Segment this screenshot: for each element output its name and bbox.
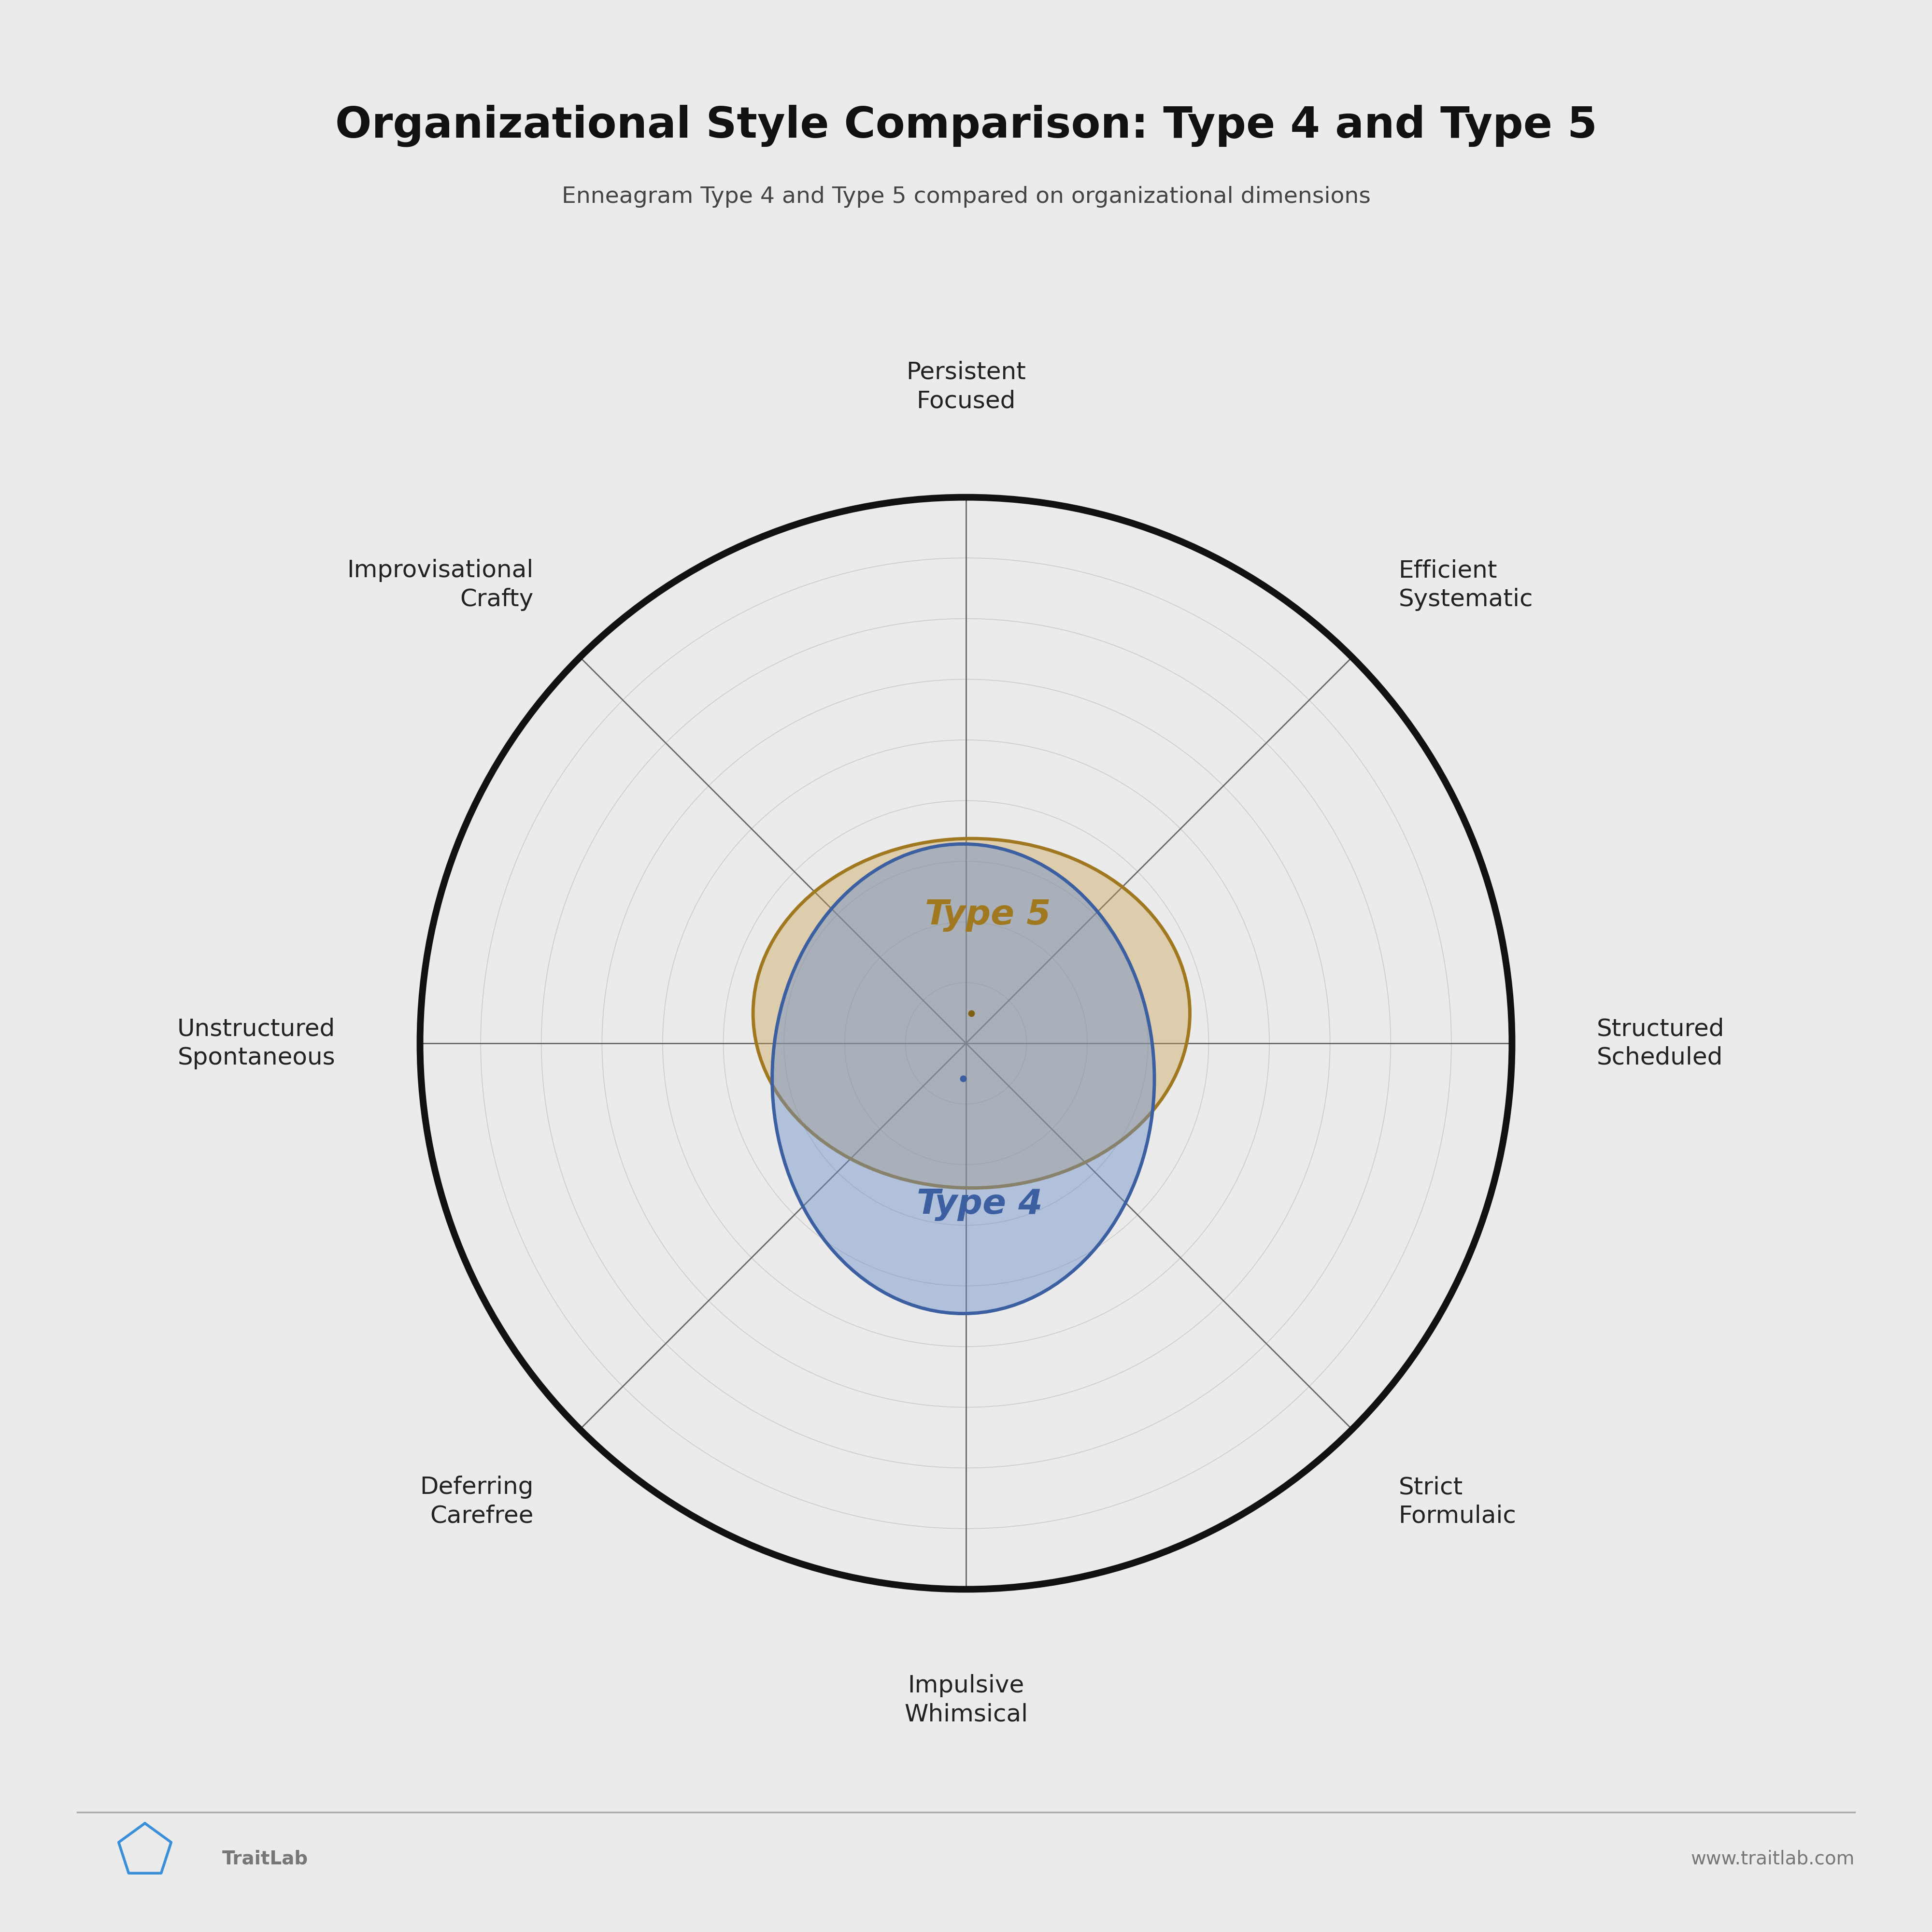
- Text: Structured
Scheduled: Structured Scheduled: [1596, 1018, 1725, 1068]
- Text: Unstructured
Spontaneous: Unstructured Spontaneous: [178, 1018, 336, 1068]
- Text: Type 5: Type 5: [925, 898, 1051, 931]
- Text: Efficient
Systematic: Efficient Systematic: [1399, 558, 1532, 611]
- Text: Impulsive
Whimsical: Impulsive Whimsical: [904, 1673, 1028, 1725]
- Text: Strict
Formulaic: Strict Formulaic: [1399, 1476, 1517, 1528]
- Ellipse shape: [773, 844, 1155, 1314]
- Text: TraitLab: TraitLab: [222, 1849, 309, 1868]
- Ellipse shape: [753, 838, 1190, 1188]
- Text: Type 4: Type 4: [918, 1188, 1043, 1221]
- Text: Persistent
Focused: Persistent Focused: [906, 361, 1026, 413]
- Text: Organizational Style Comparison: Type 4 and Type 5: Organizational Style Comparison: Type 4 …: [334, 104, 1598, 147]
- Text: Deferring
Carefree: Deferring Carefree: [419, 1476, 533, 1528]
- Text: Improvisational
Crafty: Improvisational Crafty: [348, 558, 533, 611]
- Text: www.traitlab.com: www.traitlab.com: [1690, 1849, 1855, 1868]
- Text: Enneagram Type 4 and Type 5 compared on organizational dimensions: Enneagram Type 4 and Type 5 compared on …: [562, 185, 1370, 209]
